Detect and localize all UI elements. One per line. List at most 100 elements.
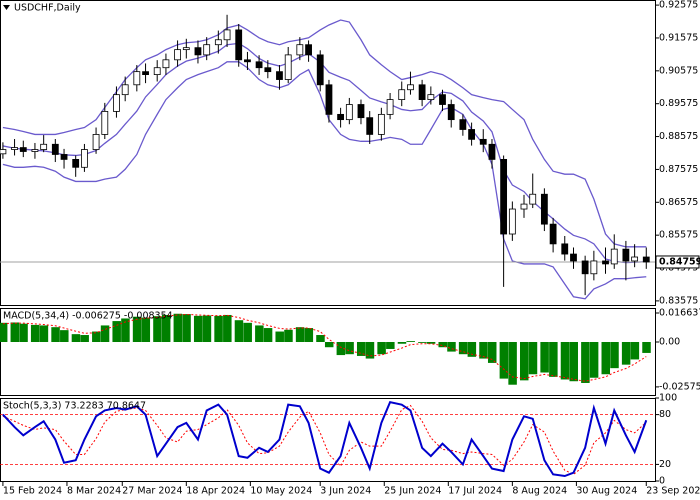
macd-bar <box>458 341 468 355</box>
macd-signal-line <box>2 313 647 382</box>
candle-body <box>153 67 161 76</box>
x-tick-label: 25 Jun 2024 <box>384 486 441 497</box>
macd-bar <box>263 328 273 342</box>
macd-bar <box>520 341 529 381</box>
candle-body <box>357 104 365 119</box>
candle-body <box>590 260 598 275</box>
y-tick-label: 100 <box>659 393 677 404</box>
macd-bar <box>275 331 284 342</box>
candle-body <box>386 99 394 115</box>
candle-body <box>162 59 170 69</box>
candle-body <box>223 29 231 41</box>
macd-bar <box>214 315 223 342</box>
x-tick-label: 18 Apr 2024 <box>186 486 245 497</box>
candle-body <box>0 149 7 155</box>
candle-body <box>92 134 100 150</box>
y-tick-label: -0.025754 <box>659 381 700 392</box>
y-tick-label: 0.00 <box>659 336 680 347</box>
candle-body <box>529 193 537 205</box>
x-tick-label: 8 Aug 2024 <box>512 486 567 497</box>
candle-body <box>264 67 272 73</box>
macd-bar <box>549 341 558 377</box>
y-tick-label: 0.88575 <box>659 131 698 142</box>
candle-body <box>570 253 577 262</box>
macd-bar <box>295 327 305 342</box>
macd-bar <box>581 341 590 383</box>
macd-bar <box>71 334 81 342</box>
candle-body <box>305 44 312 56</box>
macd-bar <box>182 314 191 342</box>
candle-body <box>427 94 435 100</box>
macd-bar <box>630 341 640 360</box>
candle-body <box>72 159 80 168</box>
candle-body <box>366 117 374 135</box>
candle-body <box>581 260 589 275</box>
y-tick-label: 0.91575 <box>659 32 698 43</box>
candle-body <box>622 248 630 262</box>
y-tick-label: 0.87575 <box>659 164 698 175</box>
macd-bar <box>479 341 488 359</box>
candle-body <box>325 84 333 115</box>
candle-body <box>276 71 283 80</box>
macd-bar <box>223 314 232 342</box>
candle-body <box>407 84 414 91</box>
y-tick-label: 0.89575 <box>659 98 698 109</box>
candle-body <box>447 104 455 121</box>
candle-body <box>255 61 263 69</box>
candle-body <box>133 71 141 86</box>
band-lower <box>2 61 647 300</box>
candle-body <box>468 129 476 140</box>
macd-bar <box>610 341 619 369</box>
macd-bar <box>418 341 427 343</box>
macd-bar <box>540 341 549 373</box>
macd-bar <box>234 320 244 342</box>
candle-body <box>377 113 385 135</box>
candle-body <box>631 256 639 262</box>
macd-bar <box>316 335 325 342</box>
y-tick-label: 0.92575 <box>659 0 698 11</box>
macd-bar <box>487 341 497 363</box>
candle-body <box>296 44 304 56</box>
macd-bar <box>447 341 456 352</box>
macd-bar <box>161 314 171 342</box>
candle-body <box>561 243 569 255</box>
macd-bar <box>528 341 538 375</box>
y-tick-label: 20 <box>659 459 671 470</box>
macd-bar <box>438 341 447 348</box>
candle-body <box>203 44 211 56</box>
macd-bar <box>112 321 121 342</box>
macd-bar <box>589 341 599 378</box>
y-tick-label: 80 <box>659 409 671 420</box>
macd-bar <box>193 315 203 342</box>
symbol-menu-icon[interactable] <box>3 5 10 10</box>
y-tick-label: 0.86575 <box>659 197 698 208</box>
macd-bar <box>80 335 89 342</box>
candle-body <box>19 147 27 152</box>
y-tick-label: 0 <box>659 476 665 487</box>
y-tick-label: 0.85575 <box>659 230 698 241</box>
macd-bar <box>642 341 651 353</box>
candle-body <box>60 154 68 160</box>
band-middle <box>2 42 647 264</box>
price-title: USDCHF,Daily <box>14 3 81 14</box>
macd-bar <box>569 341 578 382</box>
macd-bar <box>284 329 293 342</box>
macd-title: MACD(5,34,4) -0.006275 -0.008354 <box>3 311 173 322</box>
macd-bar <box>51 327 60 342</box>
macd-bar <box>336 341 346 356</box>
macd-bar <box>356 341 366 356</box>
candle-body <box>174 49 181 61</box>
candle-body <box>11 147 18 150</box>
macd-bar <box>386 341 395 349</box>
macd-bar <box>397 341 407 344</box>
candle-body <box>398 89 406 100</box>
candle-body <box>479 138 487 145</box>
candle-body <box>642 256 650 263</box>
macd-bar <box>255 325 264 342</box>
candle-body <box>81 149 88 168</box>
y-tick-label: 0.83575 <box>659 295 698 306</box>
macd-bar <box>345 341 354 355</box>
macd-bar <box>304 328 314 342</box>
x-tick-label: 23 Sep 2024 <box>646 486 700 497</box>
candle-body <box>345 104 353 121</box>
